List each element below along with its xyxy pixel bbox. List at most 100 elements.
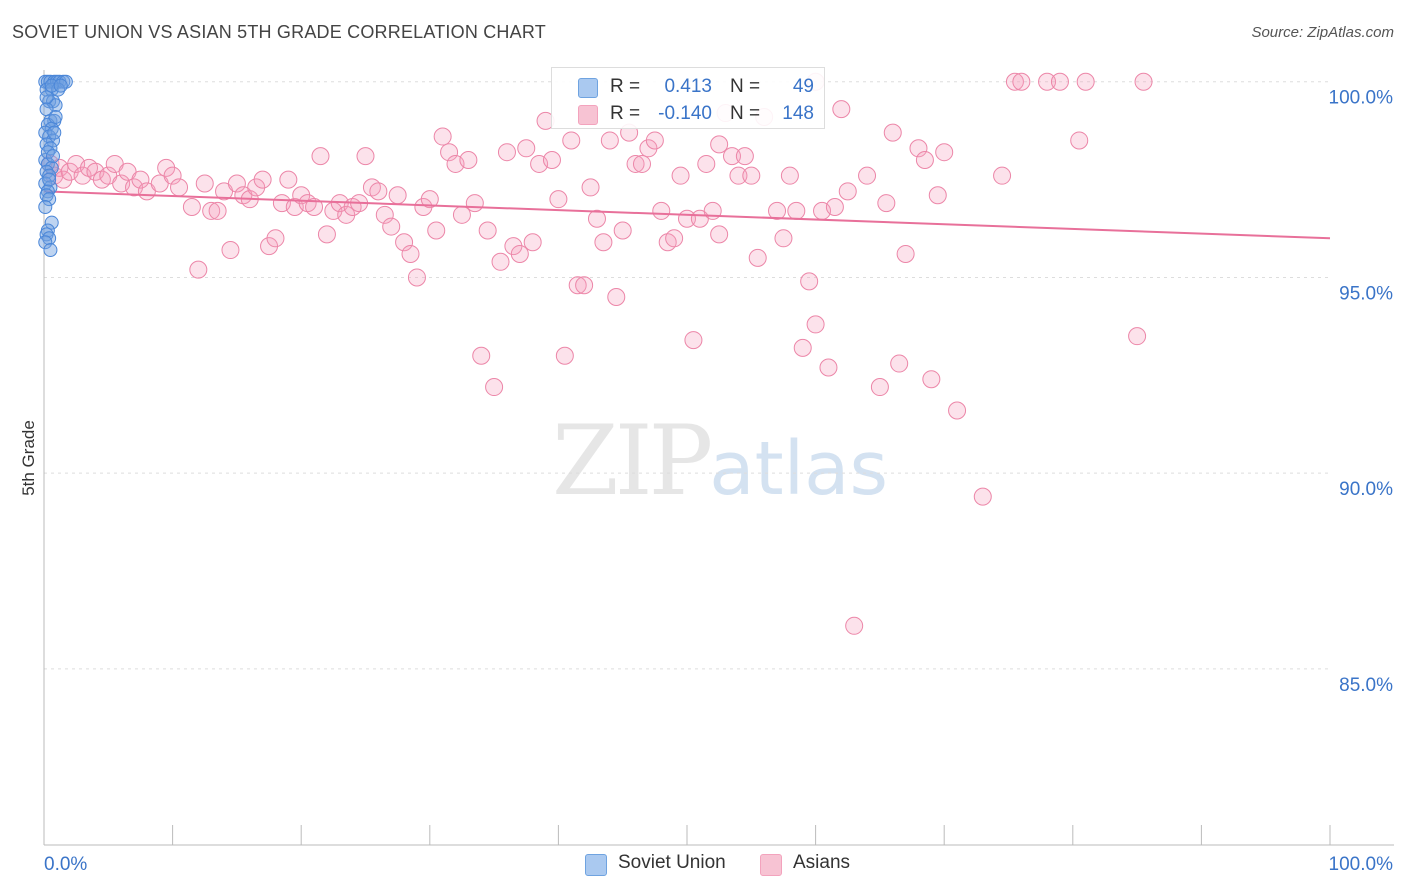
asian-point bbox=[594, 233, 613, 252]
asian-point bbox=[768, 201, 787, 220]
asian-point bbox=[626, 154, 645, 173]
asian-point bbox=[806, 315, 825, 334]
asian-point bbox=[382, 217, 401, 236]
legend-r-value: -0.140 bbox=[658, 103, 712, 124]
asian-point bbox=[491, 252, 510, 271]
y-tick-label: 100.0% bbox=[1329, 88, 1394, 109]
asian-point bbox=[883, 123, 902, 142]
asian-point bbox=[587, 209, 606, 228]
asian-point bbox=[645, 131, 664, 150]
correlation-legend: R = 0.413 N = 49 R = -0.140 N = 148 bbox=[551, 67, 825, 129]
asian-point bbox=[825, 197, 844, 216]
asian-point bbox=[182, 197, 201, 216]
asian-point bbox=[787, 201, 806, 220]
asian-point bbox=[870, 378, 889, 397]
asian-point bbox=[459, 151, 478, 170]
watermark-logo: ZIPatlas bbox=[552, 405, 888, 517]
soviet-point bbox=[39, 188, 54, 203]
source-label: Source: ZipAtlas.com bbox=[1251, 24, 1394, 41]
asian-point bbox=[562, 131, 581, 150]
asian-point bbox=[523, 233, 542, 252]
asian-point bbox=[266, 229, 285, 248]
asian-point bbox=[542, 151, 561, 170]
asian-point bbox=[845, 616, 864, 635]
asian-point bbox=[723, 147, 742, 166]
asian-point bbox=[581, 178, 600, 197]
asian-point bbox=[497, 143, 516, 162]
asian-point bbox=[485, 378, 504, 397]
asian-point bbox=[305, 197, 324, 216]
asian-point bbox=[1070, 131, 1089, 150]
asian-point bbox=[607, 288, 626, 307]
asian-point bbox=[478, 221, 497, 240]
y-axis-title: 5th Grade bbox=[19, 420, 38, 496]
asian-point bbox=[697, 154, 716, 173]
asian-point bbox=[780, 166, 799, 185]
asian-point bbox=[433, 127, 452, 146]
asian-point bbox=[575, 276, 594, 295]
soviet-point bbox=[46, 149, 61, 164]
asian-point bbox=[401, 244, 420, 263]
asian-trend-line bbox=[43, 190, 1331, 240]
asian-point bbox=[395, 233, 414, 252]
asian-point bbox=[202, 201, 221, 220]
y-tick-label: 90.0% bbox=[1339, 479, 1393, 500]
asian-point bbox=[735, 147, 754, 166]
asian-point bbox=[1134, 72, 1153, 91]
legend-n-label: N = bbox=[730, 103, 761, 124]
asian-point bbox=[510, 244, 529, 263]
asian-point bbox=[935, 143, 954, 162]
asian-point bbox=[50, 158, 69, 177]
asian-point bbox=[1012, 72, 1031, 91]
asian-point bbox=[1128, 327, 1147, 346]
legend-n-label: N = bbox=[730, 76, 761, 97]
asian-point bbox=[163, 166, 182, 185]
asian-point bbox=[877, 194, 896, 213]
soviet-point bbox=[42, 231, 57, 246]
x-tick-label: 100.0% bbox=[1329, 854, 1394, 875]
legend-n-value: 148 bbox=[782, 103, 814, 124]
asian-point bbox=[407, 268, 426, 287]
soviet-point bbox=[47, 125, 62, 140]
legend-n-value: 49 bbox=[792, 76, 814, 97]
asian-point bbox=[710, 225, 729, 244]
asian-point bbox=[600, 131, 619, 150]
soviet-point bbox=[42, 192, 57, 207]
asian-point bbox=[774, 229, 793, 248]
asian-point bbox=[973, 487, 992, 506]
legend-row-soviet: R = 0.413 N = 49 bbox=[552, 74, 824, 100]
asian-point bbox=[993, 166, 1012, 185]
legend-r-label: R = bbox=[610, 103, 641, 124]
asian-point bbox=[388, 186, 407, 205]
asian-point bbox=[652, 201, 671, 220]
legend-swatch-asians bbox=[578, 105, 598, 125]
asian-point bbox=[1005, 72, 1024, 91]
asian-point bbox=[317, 225, 336, 244]
legend-label-asians: Asians bbox=[793, 852, 851, 873]
soviet-point bbox=[38, 235, 53, 250]
legend-r-value: 0.413 bbox=[664, 76, 712, 97]
asian-point bbox=[909, 139, 928, 158]
asian-point bbox=[858, 166, 877, 185]
soviet-point bbox=[42, 172, 57, 187]
y-tick-label: 95.0% bbox=[1339, 283, 1393, 304]
asian-point bbox=[948, 401, 967, 420]
soviet-point bbox=[53, 78, 68, 93]
asian-point bbox=[1038, 72, 1057, 91]
asian-point bbox=[369, 182, 388, 201]
asian-point bbox=[420, 190, 439, 209]
x-tick-label: 0.0% bbox=[44, 854, 87, 875]
asian-point bbox=[928, 186, 947, 205]
asian-point bbox=[208, 201, 227, 220]
asian-point bbox=[517, 139, 536, 158]
asian-point bbox=[896, 244, 915, 263]
asian-point bbox=[838, 182, 857, 201]
asian-point bbox=[742, 166, 761, 185]
asian-point bbox=[195, 174, 214, 193]
asian-point bbox=[549, 190, 568, 209]
soviet-point bbox=[43, 243, 58, 258]
legend-swatch-asians bbox=[760, 854, 782, 876]
asian-point bbox=[170, 178, 189, 197]
asian-point bbox=[555, 346, 574, 365]
